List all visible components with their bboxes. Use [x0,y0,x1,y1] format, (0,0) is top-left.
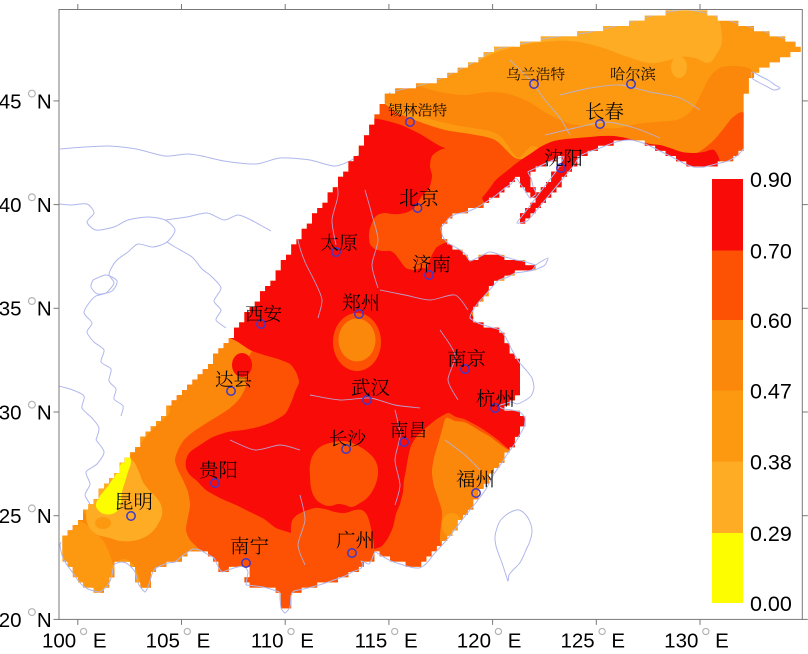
svg-text:125: 125 [560,630,594,653]
svg-text:E: E [508,630,522,653]
svg-text:40: 40 [0,194,22,217]
svg-text:E: E [300,630,314,653]
svg-text:25: 25 [0,505,22,528]
svg-text:E: E [404,630,418,653]
svg-text:N: N [37,401,52,424]
svg-text:0.29: 0.29 [750,522,792,546]
svg-text:E: E [715,630,729,653]
svg-text:35: 35 [0,298,22,321]
svg-text:110: 110 [251,630,284,653]
svg-text:0.38: 0.38 [750,451,792,475]
svg-text:N: N [37,90,52,113]
svg-text:N: N [37,298,52,321]
svg-text:E: E [611,630,625,653]
svg-text:120: 120 [457,630,491,653]
svg-text:20: 20 [0,609,22,632]
svg-text:E: E [197,630,211,653]
svg-text:130: 130 [664,630,698,653]
svg-text:0.00: 0.00 [750,592,792,616]
svg-text:45: 45 [0,90,22,113]
svg-text:N: N [37,194,52,217]
svg-text:0.60: 0.60 [750,309,792,333]
svg-text:E: E [93,630,107,653]
svg-text:100: 100 [42,630,76,653]
svg-text:0.90: 0.90 [750,168,792,192]
svg-text:30: 30 [0,401,22,424]
svg-text:105: 105 [146,630,180,653]
svg-text:0.70: 0.70 [750,240,792,264]
svg-text:0.47: 0.47 [750,380,792,404]
svg-text:N: N [37,505,52,528]
svg-text:115: 115 [355,630,388,653]
svg-text:N: N [37,609,52,632]
